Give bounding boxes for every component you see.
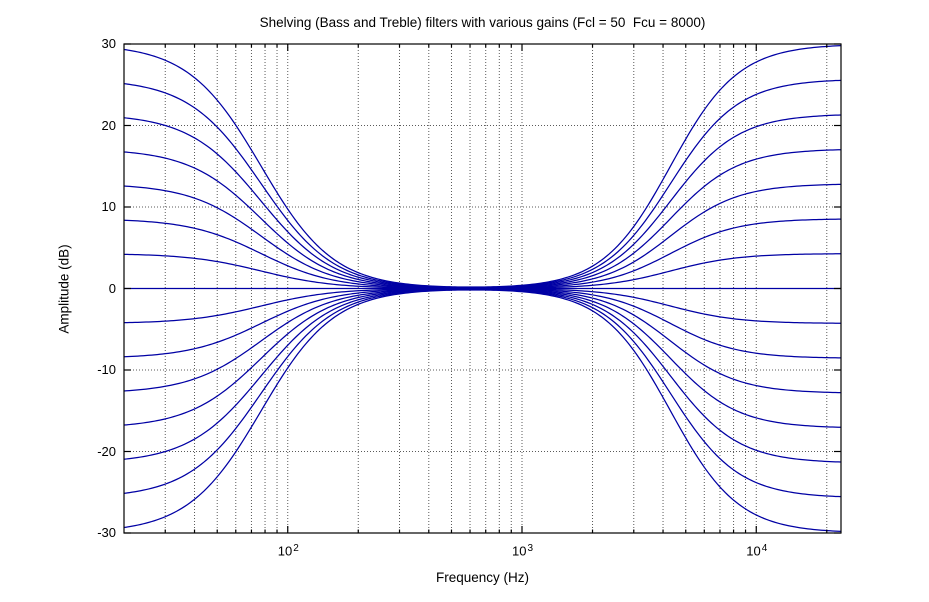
y-tick-label: -10: [97, 362, 116, 377]
y-tick-label: 30: [101, 36, 116, 51]
filter-curve: [123, 288, 842, 428]
y-tick-label: 10: [101, 199, 116, 214]
filter-curve: [123, 218, 842, 289]
x-tick-base: 10: [277, 543, 293, 559]
filter-curve: [123, 44, 842, 288]
x-tick-label: 104: [732, 542, 780, 562]
filter-curve: [123, 253, 842, 289]
y-tick-label: -20: [97, 443, 116, 459]
x-tick-label: 103: [498, 542, 546, 562]
x-tick-base: 10: [511, 543, 527, 559]
y-tick-label: -30: [97, 525, 116, 540]
x-tick-exponent: 2: [293, 543, 299, 554]
x-tick-exponent: 4: [761, 543, 768, 554]
x-axis-label: Frequency (Hz): [435, 570, 530, 585]
y-axis-label: Amplitude (dB): [56, 244, 72, 334]
filter-curve: [123, 79, 842, 288]
y-tick-label: 20: [101, 117, 116, 133]
x-tick-exponent: 3: [527, 543, 534, 554]
filter-curve: [123, 288, 842, 463]
chart-title: Shelving (Bass and Treble) filters with …: [259, 15, 706, 30]
x-tick-label: 102: [264, 542, 312, 562]
y-tick-label: 0: [108, 280, 116, 296]
x-tick-base: 10: [746, 543, 761, 559]
